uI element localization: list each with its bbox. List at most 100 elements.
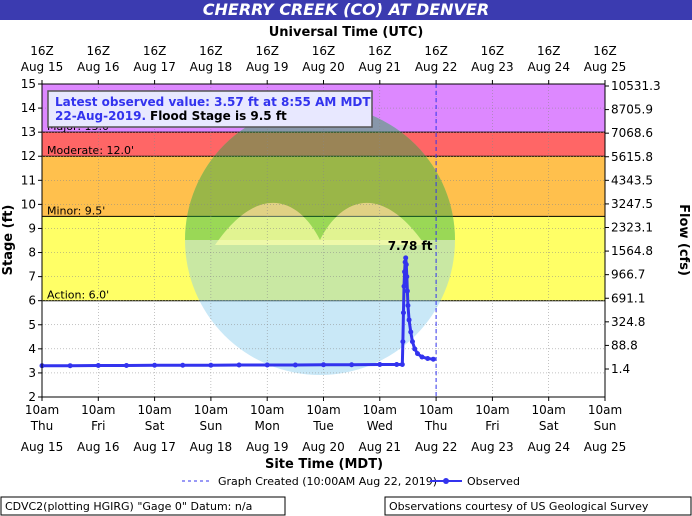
top-tick-date: Aug 21 bbox=[359, 60, 402, 74]
plot-frame bbox=[41, 83, 606, 398]
y2-tick-label: 5615.8 bbox=[611, 150, 653, 164]
top-tick-hour: 16Z bbox=[143, 44, 167, 58]
top-tick-hour: 16Z bbox=[199, 44, 223, 58]
legend-observed-marker bbox=[443, 478, 449, 484]
observed-point bbox=[409, 339, 415, 345]
legend-created-label: Graph Created (10:00AM Aug 22, 2019) bbox=[218, 475, 437, 488]
bottom-tick-date: Aug 17 bbox=[133, 440, 176, 454]
observed-point bbox=[67, 363, 73, 369]
legend-observed-label: Observed bbox=[467, 475, 520, 488]
bottom-tick-date: Aug 24 bbox=[527, 440, 570, 454]
y-tick-label: 2 bbox=[28, 390, 36, 404]
bottom-tick-time: 10am bbox=[306, 403, 340, 417]
y-tick-label: 4 bbox=[28, 342, 36, 356]
observed-point bbox=[425, 355, 431, 361]
observed-point bbox=[264, 362, 270, 368]
legend: Graph Created (10:00AM Aug 22, 2019) Obs… bbox=[182, 475, 520, 488]
y-tick-label: 5 bbox=[28, 318, 36, 332]
observed-point bbox=[399, 361, 405, 367]
chart-title: CHERRY CREEK (CO) AT DENVER bbox=[203, 0, 489, 19]
y-tick-label: 3 bbox=[28, 366, 36, 380]
observed-point bbox=[208, 362, 214, 368]
y2-tick-label: 88.8 bbox=[611, 338, 638, 352]
bottom-tick-time: 10am bbox=[363, 403, 397, 417]
observed-point bbox=[292, 362, 298, 368]
observed-point bbox=[95, 362, 101, 368]
bottom-tick-time: 10am bbox=[532, 403, 566, 417]
observed-point bbox=[404, 288, 410, 294]
bottom-tick-weekday: Sat bbox=[539, 419, 559, 433]
y-tick-label: 13 bbox=[21, 125, 36, 139]
bottom-tick-weekday: Sun bbox=[594, 419, 617, 433]
top-tick-date: Aug 18 bbox=[190, 60, 233, 74]
observed-point bbox=[180, 362, 186, 368]
bottom-tick-date: Aug 21 bbox=[359, 440, 402, 454]
y-tick-label: 12 bbox=[21, 149, 36, 163]
bottom-tick-date: Aug 20 bbox=[302, 440, 345, 454]
bottom-tick-weekday: Thu bbox=[424, 419, 448, 433]
top-tick-date: Aug 19 bbox=[246, 60, 289, 74]
bottom-tick-date: Aug 16 bbox=[77, 440, 120, 454]
bottom-tick-date: Aug 22 bbox=[415, 440, 458, 454]
latest-value-text: Latest observed value: 3.57 ft at 8:55 A… bbox=[55, 95, 371, 109]
y2-tick-label: 3247.5 bbox=[611, 197, 653, 211]
y-axis-ticks: 2 3 4 5 6 7 8 9 10 11 12 13 14 15 bbox=[21, 77, 42, 404]
observed-point bbox=[408, 329, 414, 335]
top-tick-hour: 16Z bbox=[424, 44, 448, 58]
bottom-tick-time: 10am bbox=[419, 403, 453, 417]
observed-point bbox=[400, 339, 406, 345]
observed-point bbox=[406, 317, 412, 323]
seal-ring bbox=[185, 105, 455, 375]
y2-tick-label: 691.1 bbox=[611, 291, 645, 305]
observed-point bbox=[430, 356, 436, 362]
y-tick-label: 9 bbox=[28, 221, 36, 235]
bottom-tick-time: 10am bbox=[588, 403, 622, 417]
observed-point bbox=[404, 274, 410, 280]
top-axis-ticks: 16Z Aug 15 16Z Aug 16 16Z Aug 17 16Z Aug 18 16Z A… bbox=[21, 44, 626, 84]
footer-credit: Observations courtesy of US Geological S… bbox=[389, 500, 649, 513]
top-tick-hour: 16Z bbox=[255, 44, 279, 58]
observed-series bbox=[39, 255, 436, 369]
y2-tick-label: 2323.1 bbox=[611, 221, 653, 235]
bottom-axis-ticks: 10am Thu Aug 15 10am Fri Aug 16 10am Sat Aug 17 1… bbox=[21, 397, 626, 454]
bottom-tick-date: Aug 19 bbox=[246, 440, 289, 454]
flood-stage-text: Flood Stage is 9.5 ft bbox=[150, 109, 287, 123]
top-tick-hour: 16Z bbox=[312, 44, 336, 58]
top-tick-hour: 16Z bbox=[481, 44, 505, 58]
note-box bbox=[47, 90, 373, 128]
y2-tick-label: 10531.3 bbox=[611, 79, 661, 93]
top-tick-date: Aug 16 bbox=[77, 60, 120, 74]
bottom-tick-weekday: Sat bbox=[145, 419, 165, 433]
y2-tick-label: 1.4 bbox=[611, 362, 630, 376]
y2-axis-ticks: 1.4 88.8 324.8 691.1 966.7 1564.8 2323.1 3247.5… bbox=[605, 79, 661, 376]
bottom-tick-time: 10am bbox=[137, 403, 171, 417]
seal-top-half bbox=[185, 105, 455, 240]
y2-tick-label: 324.8 bbox=[611, 315, 645, 329]
bottom-tick-time: 10am bbox=[250, 403, 284, 417]
y2-tick-label: 1564.8 bbox=[611, 244, 653, 258]
bottom-tick-date: Aug 18 bbox=[190, 440, 233, 454]
bottom-tick-weekday: Fri bbox=[485, 419, 499, 433]
observed-point bbox=[400, 310, 406, 316]
y2-axis-title: Flow (cfs) bbox=[676, 204, 691, 276]
observed-point bbox=[321, 362, 326, 368]
bottom-tick-time: 10am bbox=[194, 403, 228, 417]
observed-point bbox=[377, 361, 383, 367]
y-tick-label: 11 bbox=[21, 173, 36, 187]
observed-point bbox=[402, 269, 408, 275]
observed-point bbox=[394, 361, 400, 367]
bottom-tick-date: Aug 15 bbox=[21, 440, 64, 454]
bottom-tick-date: Aug 23 bbox=[471, 440, 514, 454]
observed-point bbox=[152, 362, 158, 368]
y-tick-label: 15 bbox=[21, 77, 36, 91]
band-label-action: Action: 6.0' bbox=[47, 289, 109, 302]
y2-tick-label: 966.7 bbox=[611, 268, 645, 282]
observed-point bbox=[236, 362, 242, 368]
bottom-tick-time: 10am bbox=[81, 403, 115, 417]
observed-point bbox=[403, 262, 409, 268]
band-label-moderate: Moderate: 12.0' bbox=[47, 144, 134, 157]
bottom-tick-weekday: Fri bbox=[91, 419, 105, 433]
observed-point bbox=[123, 362, 129, 368]
top-tick-date: Aug 22 bbox=[415, 60, 458, 74]
